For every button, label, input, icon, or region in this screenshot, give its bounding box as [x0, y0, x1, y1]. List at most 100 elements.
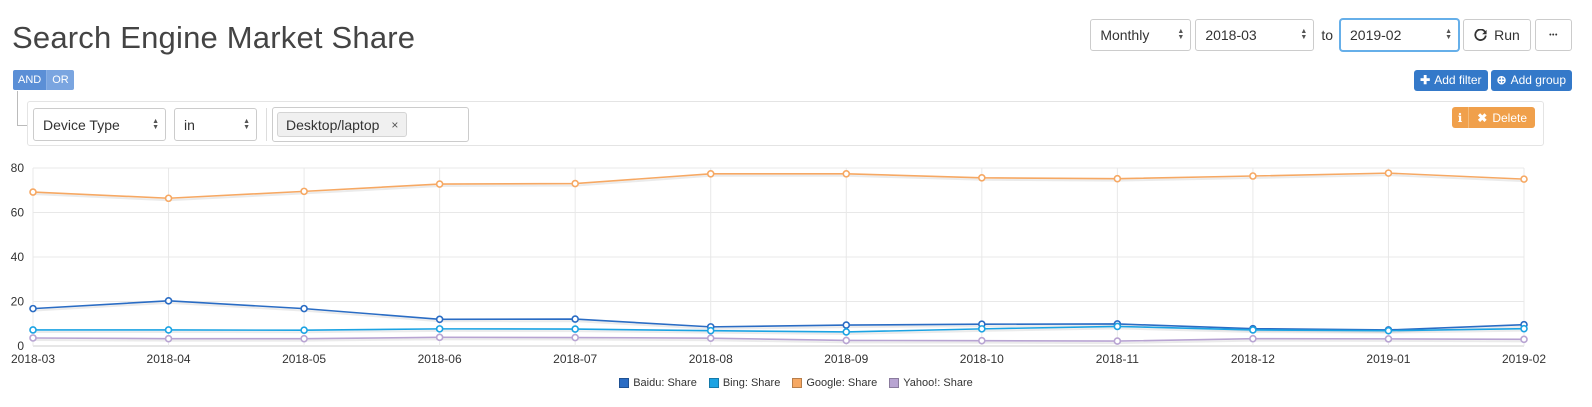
- data-point[interactable]: [435, 315, 444, 324]
- data-point[interactable]: [571, 179, 579, 188]
- data-point[interactable]: [1384, 326, 1393, 335]
- data-point[interactable]: [706, 334, 715, 343]
- y-tick-label: 80: [11, 161, 25, 175]
- data-point[interactable]: [1113, 322, 1122, 331]
- legend-label: Bing: Share: [722, 377, 781, 389]
- data-point[interactable]: [435, 325, 444, 333]
- data-point[interactable]: [1249, 172, 1257, 180]
- data-point[interactable]: [29, 326, 37, 334]
- data-point[interactable]: [164, 326, 173, 334]
- data-point[interactable]: [842, 321, 851, 329]
- from-date-select[interactable]: 2018-03 ▲ ▼: [1195, 19, 1315, 51]
- series-baidu: [29, 297, 1528, 334]
- select-arrows-icon: ▲ ▼: [1445, 28, 1452, 41]
- series-line: [32, 172, 1525, 200]
- data-point[interactable]: [978, 325, 986, 333]
- data-point[interactable]: [1384, 335, 1393, 343]
- x-tick-label: 2018-09: [824, 352, 868, 366]
- refresh-icon: [1474, 28, 1487, 41]
- data-point[interactable]: [571, 315, 579, 323]
- or-toggle[interactable]: OR: [47, 70, 74, 90]
- x-axis-labels: 2018-03 2018-04 2018-05 2018-06 2018-07 2018-…: [11, 352, 1546, 366]
- series-yahoo: [29, 333, 1528, 345]
- field-select[interactable]: Device Type ▲ ▼: [33, 108, 166, 141]
- more-options-button[interactable]: •••: [1535, 19, 1572, 51]
- line-chart: 0 20 40 60 80 2018-03 2018-04 2018-05 2018-06 20…: [11, 161, 1547, 366]
- series-google: [29, 169, 1528, 203]
- data-point[interactable]: [1249, 334, 1257, 343]
- select-arrows-icon: ▲ ▼: [152, 117, 159, 131]
- x-tick-label: 2019-01: [1366, 352, 1410, 366]
- x-tick-label: 2018-07: [553, 352, 597, 366]
- data-point[interactable]: [164, 334, 173, 343]
- data-point[interactable]: [571, 333, 579, 342]
- data-point[interactable]: [1520, 335, 1528, 344]
- data-point[interactable]: [1520, 324, 1528, 333]
- legend-swatch: [708, 378, 719, 388]
- legend-item[interactable]: Yahoo!: Share: [889, 377, 973, 389]
- series-line: [32, 336, 1525, 342]
- y-tick-label: 0: [17, 339, 24, 353]
- data-point[interactable]: [842, 169, 851, 178]
- delete-rule-button[interactable]: ✖ Delete: [1469, 107, 1535, 128]
- legend-item[interactable]: Bing: Share: [708, 377, 781, 389]
- data-point[interactable]: [571, 325, 579, 333]
- data-point[interactable]: [978, 173, 986, 182]
- info-button[interactable]: ℹ: [1451, 107, 1470, 128]
- interval-value: Monthly: [1100, 27, 1150, 43]
- remove-tag-icon[interactable]: ×: [391, 117, 399, 132]
- interval-select[interactable]: Monthly ▲ ▼: [1090, 19, 1192, 51]
- legend-label: Baidu: Share: [633, 377, 697, 389]
- data-point[interactable]: [842, 336, 851, 345]
- data-point[interactable]: [29, 304, 37, 313]
- from-date-value: 2018-03: [1205, 27, 1257, 43]
- y-tick-label: 60: [11, 206, 25, 220]
- filter-rule: Device Type ▲ ▼ in ▲ ▼ Desktop/laptop × ℹ …: [27, 101, 1544, 146]
- data-point[interactable]: [29, 334, 37, 342]
- data-point[interactable]: [1249, 326, 1257, 334]
- data-point[interactable]: [300, 334, 308, 343]
- plus-icon: ✚: [1420, 73, 1431, 87]
- data-point[interactable]: [1113, 174, 1122, 183]
- rule-divider: [266, 108, 267, 141]
- data-point[interactable]: [435, 333, 444, 342]
- chart-series: [29, 169, 1528, 345]
- plus-circle-icon: ⊕: [1496, 73, 1507, 87]
- data-point[interactable]: [706, 326, 715, 335]
- data-point[interactable]: [164, 194, 173, 203]
- add-group-button[interactable]: ⊕ Add group: [1490, 70, 1572, 91]
- data-point[interactable]: [29, 188, 37, 196]
- legend-swatch: [619, 378, 630, 388]
- legend-item[interactable]: Google: Share: [792, 377, 877, 389]
- operator-value: in: [184, 116, 195, 133]
- chart-legend: Baidu: Share Bing: Share Google: Share Yaho…: [0, 377, 1592, 389]
- data-point[interactable]: [842, 328, 851, 336]
- data-point[interactable]: [978, 336, 986, 345]
- add-group-label: Add group: [1510, 73, 1566, 87]
- to-date-select[interactable]: 2019-02 ▲ ▼: [1340, 19, 1459, 51]
- run-button[interactable]: Run: [1463, 19, 1531, 51]
- value-input[interactable]: Desktop/laptop ×: [272, 107, 469, 142]
- legend-label: Yahoo!: Share: [903, 377, 973, 389]
- add-filter-button[interactable]: ✚ Add filter: [1414, 70, 1488, 91]
- y-tick-label: 20: [11, 295, 25, 309]
- legend-swatch: [792, 378, 803, 388]
- data-point[interactable]: [300, 326, 308, 335]
- data-point[interactable]: [300, 304, 308, 313]
- data-point[interactable]: [1520, 175, 1528, 183]
- and-toggle[interactable]: AND: [13, 70, 48, 90]
- y-tick-label: 40: [11, 250, 25, 264]
- page-title: Search Engine Market Share: [12, 20, 416, 55]
- data-point[interactable]: [706, 169, 715, 178]
- data-point[interactable]: [164, 297, 173, 305]
- data-point[interactable]: [435, 180, 444, 188]
- series-line: [32, 300, 1525, 331]
- legend-item[interactable]: Baidu: Share: [619, 377, 697, 389]
- data-point[interactable]: [1113, 337, 1122, 345]
- data-point[interactable]: [300, 187, 308, 196]
- operator-select[interactable]: in ▲ ▼: [174, 108, 257, 141]
- x-tick-label: 2018-03: [11, 352, 55, 366]
- series-shadow: [33, 327, 1525, 335]
- field-value: Device Type: [43, 116, 120, 133]
- data-point[interactable]: [1384, 169, 1393, 177]
